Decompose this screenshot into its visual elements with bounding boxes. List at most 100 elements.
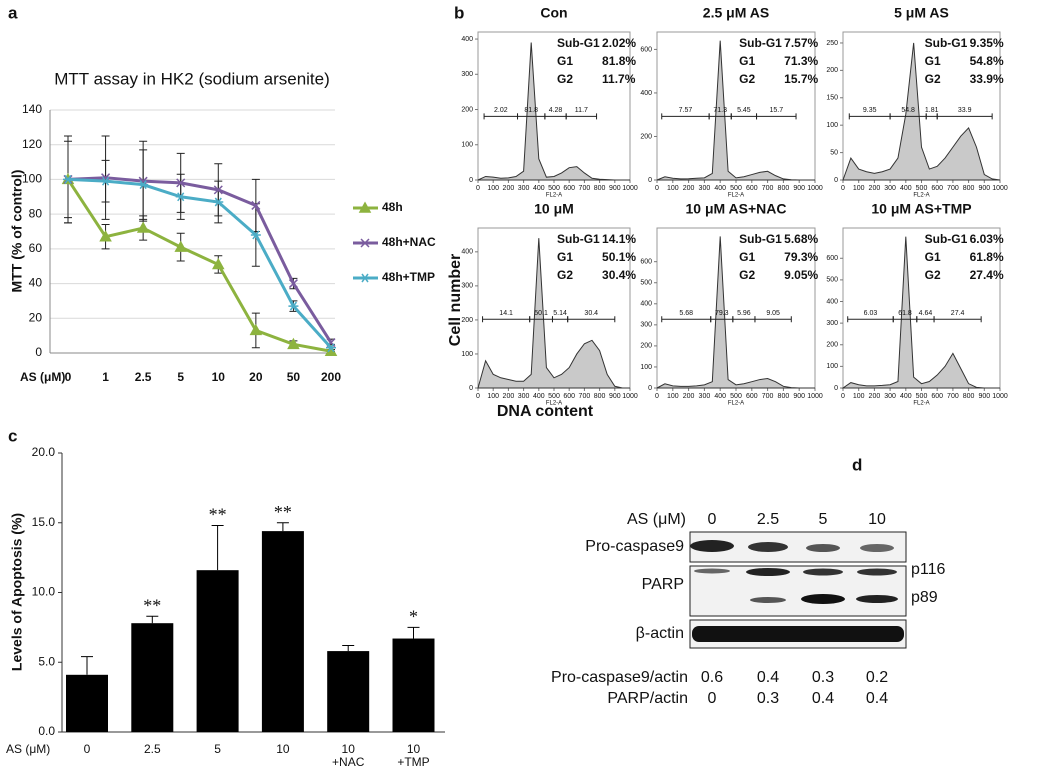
x-tick-label: 5 [214, 742, 221, 756]
gate [936, 113, 993, 120]
error-bar [342, 645, 355, 652]
x-tick-label: +TMP [397, 755, 429, 769]
blot-bands [690, 540, 904, 642]
marker [213, 185, 223, 195]
line [66, 178, 332, 353]
error-bar [211, 525, 224, 571]
y-tick-label: 15.0 [32, 515, 56, 529]
panel-title: 10 μM [534, 201, 574, 217]
stat-value: 5.68% [784, 232, 818, 246]
panel-label: c [8, 426, 17, 445]
y-tick-label: 300 [461, 283, 473, 290]
x-axis-label: FL2-A [728, 193, 744, 199]
x-tick-label: 700 [579, 393, 591, 400]
gate [756, 113, 797, 120]
x-tick-label: 1000 [992, 393, 1008, 400]
x-tick-label: 800 [778, 393, 790, 400]
histogram-area [477, 238, 630, 389]
y-tick-label: 200 [826, 67, 838, 74]
x-tick-label: 2.5 [135, 370, 152, 384]
y-tick-label: 200 [461, 106, 473, 113]
y-tick-label: 5.0 [38, 654, 55, 668]
gate [754, 316, 792, 323]
x-axis-label: DNA content [497, 403, 594, 420]
stat-value: 61.8% [970, 250, 1004, 264]
y-tick-label: 80 [29, 206, 43, 220]
gate-label: 71.3 [713, 107, 727, 114]
y-tick-label: 200 [461, 317, 473, 324]
x-tick-label: 1000 [622, 393, 638, 400]
error-bar [407, 626, 420, 639]
error-bar [276, 522, 289, 532]
significance: * [409, 607, 418, 627]
gate-label: 6.03 [864, 310, 878, 317]
histogram-area [842, 42, 1001, 181]
gate-label: 5.68 [679, 310, 693, 317]
x-tick-label: 0 [841, 185, 845, 192]
marker [176, 178, 186, 188]
y-tick-label: 100 [461, 142, 473, 149]
stat-value: 11.7% [602, 72, 636, 86]
x-tick-label: 300 [699, 185, 711, 192]
y-tick-label: 20 [29, 310, 43, 324]
stat-value: 50.1% [602, 250, 636, 264]
y-tick-label: 50 [830, 149, 838, 156]
gate-label: 4.64 [919, 310, 933, 317]
stat-value: 54.8% [970, 54, 1004, 68]
marker [212, 257, 225, 270]
x-tick-label: 600 [746, 393, 758, 400]
y-tick-label: 300 [640, 322, 652, 329]
stat-name: Sub-G1 [739, 36, 782, 50]
x-tick-label: 700 [762, 393, 774, 400]
marker [174, 240, 187, 252]
stat-name: G2 [557, 268, 573, 282]
x-tick-label: 200 [683, 185, 695, 192]
y-tick-label: 200 [826, 342, 838, 349]
x-tick-label: 600 [563, 185, 575, 192]
panel-title: 10 μM AS+TMP [871, 201, 971, 217]
gate-label: 5.45 [737, 107, 751, 114]
stat-name: G1 [557, 54, 573, 68]
x-tick-label: 1000 [807, 185, 823, 192]
marker [288, 301, 299, 311]
stat-value: 6.03% [970, 232, 1004, 246]
stat-name: G2 [739, 72, 755, 86]
x-axis-label: FL2-A [913, 401, 929, 407]
x-tick-label: 700 [947, 393, 959, 400]
x-tick-label: 0 [655, 393, 659, 400]
y-tick-label: 400 [826, 298, 838, 305]
legend-label: 48h [382, 200, 403, 214]
panel-label: a [8, 3, 18, 22]
x-axis-label: AS (μM) [6, 742, 50, 756]
x-tick-label: +NAC [332, 755, 365, 769]
x-tick-label: 200 [869, 393, 881, 400]
quant-label: Pro-caspase9/actin [551, 669, 688, 686]
x-tick-label: 300 [884, 393, 896, 400]
stat-value: 9.35% [970, 36, 1004, 50]
stat-name: Sub-G1 [557, 232, 600, 246]
error-bar [81, 656, 93, 675]
quant-value: 0.6 [701, 669, 723, 686]
quant-label: PARP/actin [607, 690, 688, 707]
gate-label: 4.28 [549, 107, 563, 114]
y-tick-label: 0 [648, 385, 652, 392]
histogram-area [656, 40, 815, 181]
x-tick-label: 800 [594, 185, 606, 192]
x-tick-label: 700 [762, 185, 774, 192]
gate-label: 7.57 [679, 107, 693, 114]
stat-name: Sub-G1 [925, 36, 968, 50]
lane-label: 10 [868, 511, 886, 528]
stat-value: 79.3% [784, 250, 818, 264]
x-tick-label: 200 [683, 393, 695, 400]
x-tick-label: 300 [518, 185, 530, 192]
quant-value: 0.2 [866, 669, 888, 686]
x-tick-label: 300 [884, 185, 896, 192]
gate-label: 5.96 [737, 310, 751, 317]
marker [100, 176, 111, 186]
row-label: Pro-caspase9 [585, 538, 684, 555]
y-tick-label: 400 [461, 249, 473, 256]
stat-name: Sub-G1 [557, 36, 600, 50]
bar [261, 531, 304, 732]
y-tick-label: 300 [826, 320, 838, 327]
